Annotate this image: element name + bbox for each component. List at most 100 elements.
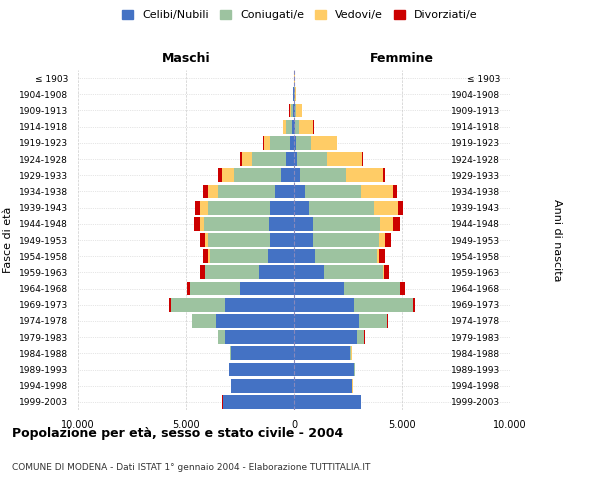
- Bar: [203, 184, 208, 198]
- Bar: [294, 184, 305, 198]
- Bar: [208, 250, 210, 263]
- Bar: [400, 282, 405, 296]
- Bar: [187, 282, 190, 296]
- Bar: [294, 330, 356, 344]
- Bar: [294, 346, 350, 360]
- Text: Popolazione per età, sesso e stato civile - 2004: Popolazione per età, sesso e stato civil…: [12, 428, 343, 440]
- Bar: [232, 379, 294, 392]
- Bar: [294, 200, 309, 214]
- Bar: [294, 120, 295, 134]
- Bar: [286, 152, 294, 166]
- Bar: [394, 217, 400, 230]
- Bar: [294, 168, 301, 182]
- Bar: [356, 330, 364, 344]
- Bar: [294, 152, 297, 166]
- Bar: [200, 233, 205, 247]
- Bar: [290, 136, 294, 149]
- Bar: [294, 217, 313, 230]
- Bar: [240, 282, 294, 296]
- Bar: [205, 233, 208, 247]
- Bar: [413, 298, 415, 312]
- Bar: [297, 152, 328, 166]
- Bar: [205, 266, 259, 280]
- Bar: [383, 266, 389, 280]
- Bar: [210, 250, 268, 263]
- Text: COMUNE DI MODENA - Dati ISTAT 1° gennaio 2004 - Elaborazione TUTTITALIA.IT: COMUNE DI MODENA - Dati ISTAT 1° gennaio…: [12, 462, 370, 471]
- Bar: [313, 217, 380, 230]
- Bar: [169, 298, 170, 312]
- Bar: [296, 136, 311, 149]
- Bar: [305, 184, 361, 198]
- Bar: [225, 298, 294, 312]
- Bar: [259, 266, 294, 280]
- Bar: [294, 379, 352, 392]
- Bar: [218, 184, 275, 198]
- Bar: [296, 104, 302, 118]
- Bar: [216, 314, 294, 328]
- Bar: [221, 168, 233, 182]
- Bar: [208, 184, 218, 198]
- Bar: [290, 104, 291, 118]
- Bar: [294, 266, 324, 280]
- Bar: [294, 104, 295, 118]
- Bar: [200, 217, 205, 230]
- Bar: [270, 136, 290, 149]
- Bar: [225, 330, 294, 344]
- Bar: [293, 104, 294, 118]
- Bar: [275, 184, 294, 198]
- Y-axis label: Anni di nascita: Anni di nascita: [552, 198, 562, 281]
- Bar: [314, 250, 377, 263]
- Bar: [200, 200, 208, 214]
- Text: Femmine: Femmine: [370, 52, 434, 65]
- Bar: [394, 184, 397, 198]
- Bar: [291, 104, 293, 118]
- Bar: [233, 168, 281, 182]
- Bar: [269, 217, 294, 230]
- Bar: [294, 298, 355, 312]
- Y-axis label: Fasce di età: Fasce di età: [4, 207, 13, 273]
- Bar: [359, 314, 387, 328]
- Bar: [263, 136, 264, 149]
- Bar: [194, 200, 200, 214]
- Bar: [295, 120, 299, 134]
- Bar: [242, 152, 252, 166]
- Bar: [232, 346, 294, 360]
- Bar: [361, 184, 394, 198]
- Bar: [241, 152, 242, 166]
- Bar: [379, 250, 385, 263]
- Bar: [270, 200, 294, 214]
- Bar: [264, 136, 270, 149]
- Bar: [229, 362, 294, 376]
- Bar: [313, 233, 379, 247]
- Bar: [208, 233, 270, 247]
- Bar: [380, 217, 394, 230]
- Bar: [294, 233, 313, 247]
- Bar: [294, 314, 359, 328]
- Bar: [205, 217, 269, 230]
- Bar: [268, 250, 294, 263]
- Bar: [295, 88, 296, 101]
- Bar: [208, 200, 270, 214]
- Bar: [218, 330, 225, 344]
- Legend: Celibi/Nubili, Coniugati/e, Vedovi/e, Divorziati/e: Celibi/Nubili, Coniugati/e, Vedovi/e, Di…: [118, 6, 482, 25]
- Bar: [383, 168, 385, 182]
- Bar: [252, 152, 286, 166]
- Bar: [203, 250, 208, 263]
- Bar: [223, 395, 294, 409]
- Bar: [294, 282, 344, 296]
- Bar: [294, 395, 361, 409]
- Bar: [270, 233, 294, 247]
- Bar: [292, 120, 294, 134]
- Bar: [171, 298, 225, 312]
- Bar: [350, 346, 352, 360]
- Bar: [294, 136, 296, 149]
- Bar: [346, 168, 383, 182]
- Bar: [294, 250, 314, 263]
- Bar: [379, 233, 385, 247]
- Bar: [362, 152, 364, 166]
- Bar: [218, 168, 221, 182]
- Bar: [193, 314, 216, 328]
- Bar: [281, 168, 294, 182]
- Bar: [301, 168, 346, 182]
- Bar: [355, 298, 413, 312]
